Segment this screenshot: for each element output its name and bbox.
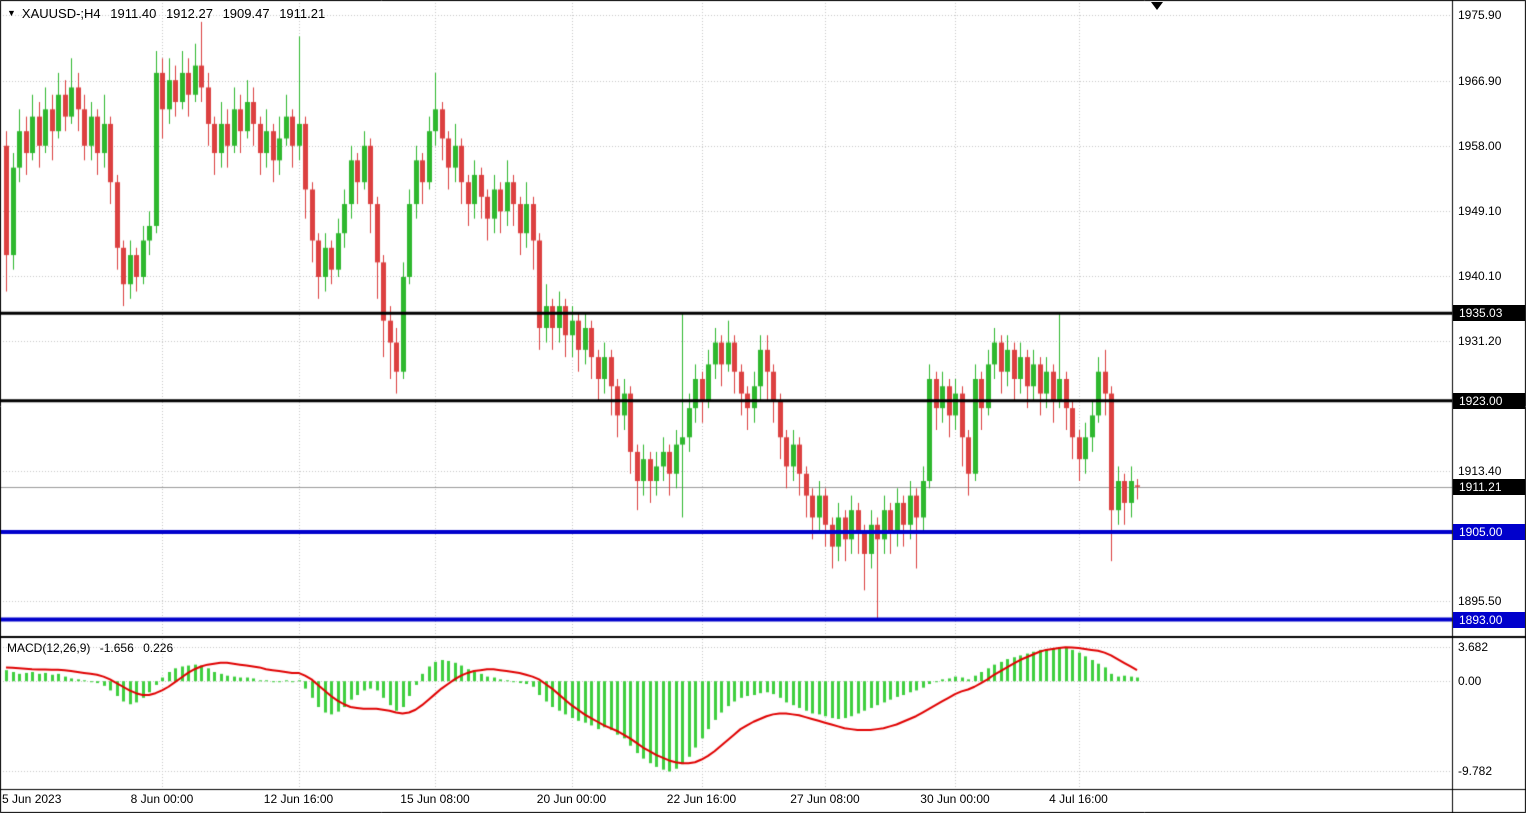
low-value: 1909.47 [222, 6, 270, 21]
time-axis[interactable] [0, 789, 1452, 813]
macd-name: MACD(12,26,9) [7, 641, 91, 655]
macd-main-value: -1.656 [99, 641, 134, 655]
chart-shift-marker[interactable] [1151, 2, 1163, 10]
close-value: 1911.21 [279, 6, 326, 21]
high-value: 1912.27 [165, 6, 213, 21]
chart-title: ▼ XAUUSD-;H4 1911.40 1912.27 1909.47 1911… [7, 6, 331, 21]
macd-indicator-label: MACD(12,26,9) -1.656 0.226 [7, 641, 179, 655]
symbol-period-label: XAUUSD-;H4 [21, 6, 101, 21]
open-value: 1911.40 [110, 6, 157, 21]
macd-signal-value: 0.226 [143, 641, 174, 655]
symbol-dropdown-icon[interactable]: ▼ [7, 8, 16, 18]
price-axis[interactable] [1452, 0, 1526, 789]
